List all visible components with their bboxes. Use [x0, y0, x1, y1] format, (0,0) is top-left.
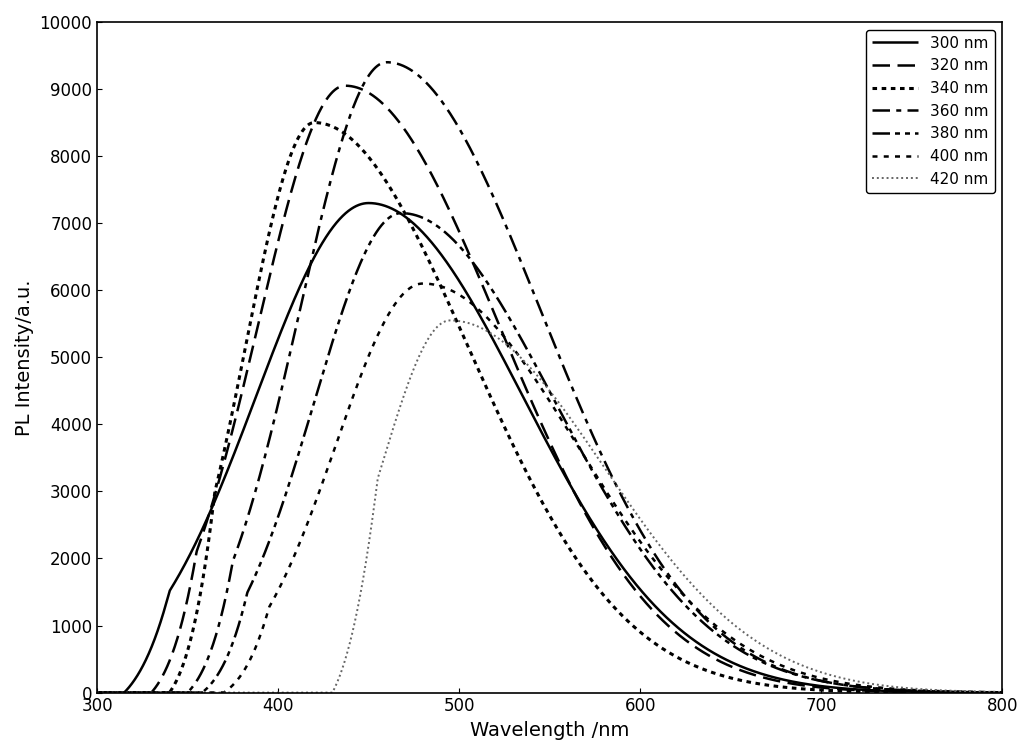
360 nm [1014, 688, 1027, 697]
320 nm [780, 678, 792, 687]
340 nm [1014, 688, 1027, 697]
340 nm [91, 688, 103, 697]
300 nm [691, 638, 703, 647]
320 nm [444, 207, 457, 216]
420 nm [443, 316, 456, 325]
400 nm [91, 688, 103, 697]
360 nm [444, 109, 457, 118]
360 nm [380, 57, 393, 66]
340 nm [850, 687, 863, 696]
340 nm [258, 248, 271, 257]
380 nm [91, 688, 103, 697]
420 nm [780, 654, 792, 663]
300 nm [444, 263, 457, 272]
300 nm [363, 199, 375, 208]
Line: 340 nm: 340 nm [97, 122, 1021, 692]
Line: 320 nm: 320 nm [97, 86, 1021, 692]
Line: 300 nm: 300 nm [97, 203, 1021, 692]
380 nm [850, 682, 863, 691]
Line: 380 nm: 380 nm [97, 213, 1021, 692]
400 nm [416, 279, 429, 288]
X-axis label: Wavelength /nm: Wavelength /nm [470, 721, 629, 740]
380 nm [1014, 688, 1027, 697]
Line: 420 nm: 420 nm [97, 320, 1021, 692]
320 nm [1014, 688, 1027, 697]
300 nm [1014, 688, 1027, 697]
300 nm [645, 597, 657, 606]
320 nm [258, 292, 271, 301]
320 nm [691, 644, 703, 653]
320 nm [91, 688, 103, 697]
340 nm [780, 683, 792, 692]
360 nm [691, 606, 703, 615]
340 nm [308, 118, 320, 127]
Legend: 300 nm, 320 nm, 340 nm, 360 nm, 380 nm, 400 nm, 420 nm: 300 nm, 320 nm, 340 nm, 360 nm, 380 nm, … [866, 29, 995, 193]
380 nm [258, 548, 271, 557]
320 nm [339, 82, 351, 91]
300 nm [258, 369, 271, 378]
Line: 360 nm: 360 nm [97, 62, 1021, 692]
380 nm [780, 667, 792, 676]
420 nm [258, 688, 271, 697]
340 nm [645, 636, 657, 645]
300 nm [850, 685, 863, 694]
300 nm [91, 688, 103, 697]
400 nm [691, 605, 703, 614]
360 nm [258, 452, 271, 461]
400 nm [780, 663, 792, 672]
320 nm [645, 604, 657, 613]
420 nm [444, 316, 457, 325]
400 nm [645, 552, 657, 561]
Y-axis label: PL Intensity/a.u.: PL Intensity/a.u. [15, 279, 34, 436]
360 nm [850, 682, 863, 691]
320 nm [850, 686, 863, 695]
400 nm [444, 285, 457, 294]
380 nm [444, 232, 457, 241]
420 nm [1014, 688, 1027, 697]
400 nm [850, 680, 863, 689]
340 nm [691, 662, 703, 671]
420 nm [645, 529, 657, 538]
420 nm [91, 688, 103, 697]
360 nm [780, 667, 792, 676]
Line: 400 nm: 400 nm [97, 284, 1021, 692]
420 nm [850, 676, 863, 686]
380 nm [691, 613, 703, 622]
340 nm [444, 302, 457, 311]
400 nm [1014, 688, 1027, 697]
380 nm [395, 208, 407, 217]
360 nm [91, 688, 103, 697]
360 nm [645, 544, 657, 553]
420 nm [691, 586, 703, 595]
400 nm [258, 618, 271, 627]
300 nm [780, 676, 792, 685]
380 nm [645, 559, 657, 569]
